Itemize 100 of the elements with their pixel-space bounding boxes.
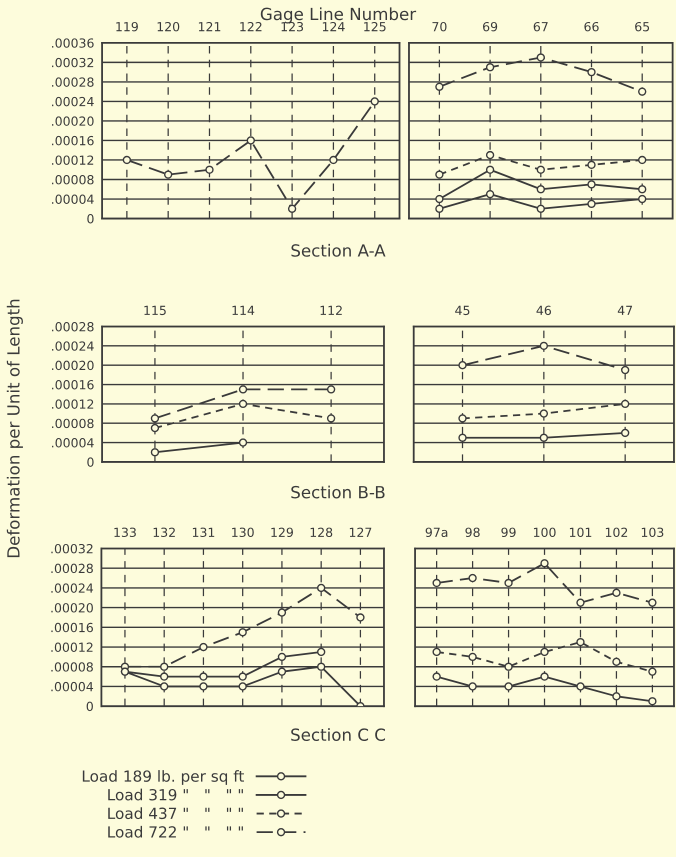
point bbox=[432, 648, 441, 656]
point bbox=[317, 648, 326, 656]
x-tick-label: 125 bbox=[364, 22, 386, 32]
x-tick-label: 46 bbox=[536, 306, 552, 316]
y-tick-label: .00016 bbox=[52, 380, 94, 390]
x-axis-title: Section B-B bbox=[291, 486, 385, 498]
point bbox=[238, 438, 248, 447]
point bbox=[504, 578, 513, 588]
x-tick-label: 132 bbox=[154, 528, 175, 538]
legend-label: Load 722 " " " " bbox=[108, 826, 243, 838]
y-tick-label: .00004 bbox=[52, 194, 94, 204]
x-tick-label: 45 bbox=[455, 306, 470, 316]
point bbox=[504, 682, 513, 691]
x-tick-label: 128 bbox=[310, 528, 332, 538]
point bbox=[536, 53, 545, 62]
point bbox=[238, 628, 247, 636]
legend-label: Load 437 " " " " bbox=[108, 807, 243, 820]
point bbox=[458, 361, 467, 370]
point bbox=[648, 668, 657, 676]
point bbox=[150, 448, 160, 456]
point bbox=[432, 672, 441, 681]
point bbox=[486, 150, 494, 160]
x-axis-title: Section C C bbox=[291, 728, 385, 741]
point bbox=[587, 68, 596, 76]
point bbox=[612, 588, 621, 597]
x-tick-label: 101 bbox=[570, 528, 592, 538]
y-tick-label: .00016 bbox=[51, 622, 93, 632]
point bbox=[435, 170, 444, 179]
point bbox=[486, 63, 494, 72]
point bbox=[246, 136, 255, 145]
y-tick-label: .00024 bbox=[51, 583, 94, 593]
x-tick-label: 69 bbox=[483, 22, 498, 32]
chart-title: Gage Line Number bbox=[260, 7, 416, 24]
x-tick-label: 102 bbox=[606, 528, 628, 538]
x-tick-label: 100 bbox=[534, 528, 556, 538]
y-tick-label: .00012 bbox=[52, 399, 94, 409]
point bbox=[648, 598, 657, 607]
x-tick-label: 122 bbox=[240, 22, 262, 32]
legend-label: Load 189 lb. per sq ft bbox=[82, 770, 244, 785]
x-tick-label: 121 bbox=[198, 22, 220, 32]
y-tick-label: .00028 bbox=[51, 564, 93, 574]
point bbox=[370, 97, 379, 106]
x-tick-label: 70 bbox=[432, 22, 447, 32]
point bbox=[587, 160, 596, 170]
y-tick-label: .00024 bbox=[52, 96, 94, 106]
point bbox=[458, 414, 467, 423]
point bbox=[238, 400, 248, 408]
point bbox=[288, 204, 296, 213]
point bbox=[317, 584, 326, 592]
point bbox=[540, 672, 549, 681]
y-tick-label: .00008 bbox=[51, 662, 93, 672]
point bbox=[540, 648, 549, 656]
point bbox=[536, 185, 545, 194]
y-tick-label: .00032 bbox=[51, 544, 93, 554]
point bbox=[150, 414, 160, 423]
x-tick-label: 65 bbox=[635, 22, 650, 32]
point bbox=[122, 156, 132, 164]
y-tick-label: .00008 bbox=[52, 174, 94, 184]
y-tick-label: .00028 bbox=[52, 322, 94, 332]
point bbox=[160, 662, 168, 671]
y-tick-label: .00020 bbox=[51, 603, 93, 613]
point bbox=[329, 156, 338, 164]
point bbox=[150, 424, 160, 432]
x-tick-label: 112 bbox=[320, 306, 342, 315]
y-tick-label: .00008 bbox=[52, 418, 94, 428]
point bbox=[587, 200, 596, 208]
point bbox=[238, 385, 248, 394]
point bbox=[435, 204, 444, 213]
x-tick-label: 115 bbox=[144, 306, 166, 316]
point bbox=[164, 170, 172, 179]
x-tick-label: 66 bbox=[584, 22, 599, 32]
point bbox=[326, 385, 336, 394]
point bbox=[278, 608, 286, 617]
point bbox=[468, 652, 477, 662]
point bbox=[278, 652, 286, 662]
point bbox=[621, 428, 630, 438]
x-tick-label: 114 bbox=[232, 306, 254, 315]
y-tick-label: .00024 bbox=[52, 341, 94, 351]
x-tick-label: 133 bbox=[114, 528, 136, 538]
point bbox=[540, 409, 548, 418]
x-tick-label: 120 bbox=[158, 22, 180, 32]
x-tick-label: 47 bbox=[618, 306, 632, 315]
point bbox=[160, 672, 168, 681]
point bbox=[638, 87, 646, 96]
point bbox=[468, 574, 477, 582]
x-tick-label: 119 bbox=[116, 22, 138, 32]
point bbox=[486, 190, 494, 198]
y-tick-label: .00020 bbox=[52, 116, 94, 126]
point bbox=[576, 638, 585, 646]
point bbox=[612, 658, 621, 666]
point bbox=[238, 682, 247, 691]
point bbox=[199, 642, 208, 652]
point bbox=[278, 668, 286, 676]
point bbox=[238, 672, 247, 681]
point bbox=[435, 82, 444, 91]
point bbox=[536, 204, 545, 213]
point bbox=[199, 672, 208, 681]
point bbox=[326, 414, 336, 423]
point bbox=[648, 697, 657, 706]
y-tick-label: .00004 bbox=[51, 682, 94, 692]
